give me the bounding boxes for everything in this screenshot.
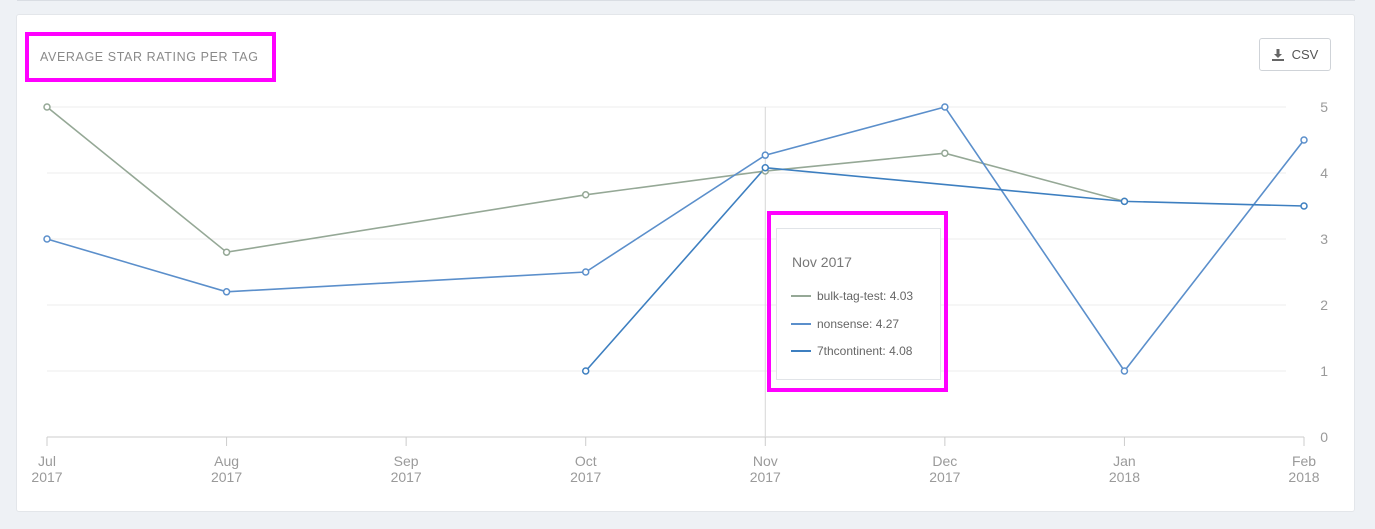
x-tick-label-year: 2017 bbox=[570, 469, 601, 485]
x-tick-label-year: 2017 bbox=[391, 469, 422, 485]
data-point-bulk-tag-test bbox=[581, 191, 590, 199]
tooltip-separator: : bbox=[869, 317, 876, 331]
tooltip-series-name: bulk-tag-test bbox=[817, 289, 884, 303]
x-tick-label-month: Jul bbox=[38, 453, 56, 469]
page-divider bbox=[17, 0, 1355, 1]
x-tick-label-year: 2017 bbox=[31, 469, 62, 485]
data-point-7thcontinent bbox=[761, 163, 770, 172]
tooltip-row-bulk-tag-test: bulk-tag-test : 4.03 bbox=[791, 288, 913, 304]
data-point-bulk-tag-test bbox=[941, 149, 949, 157]
x-tick-label-year: 2017 bbox=[211, 469, 242, 485]
y-tick-label: 1 bbox=[1320, 363, 1328, 379]
y-tick-label: 5 bbox=[1320, 99, 1328, 115]
x-tick-label-month: Jan bbox=[1113, 453, 1136, 469]
data-point-nonsense bbox=[1300, 136, 1308, 144]
tooltip-row-nonsense: nonsense : 4.27 bbox=[791, 316, 899, 332]
tooltip-separator: : bbox=[882, 344, 890, 358]
tooltip-swatch bbox=[791, 295, 811, 297]
chart-card bbox=[16, 14, 1355, 512]
x-tick-label-year: 2017 bbox=[750, 469, 781, 485]
data-point-7thcontinent bbox=[1300, 202, 1308, 210]
csv-download-button[interactable]: CSV bbox=[1259, 38, 1331, 71]
tooltip-series-value: 4.27 bbox=[875, 317, 900, 331]
tooltip-highlight bbox=[767, 211, 948, 392]
y-tick-label: 2 bbox=[1320, 297, 1328, 313]
tooltip-series-value: 4.03 bbox=[889, 289, 914, 303]
title-highlight: AVERAGE STAR RATING PER TAG bbox=[25, 32, 276, 82]
data-point-bulk-tag-test bbox=[222, 248, 231, 256]
y-tick-label: 3 bbox=[1320, 231, 1328, 247]
csv-button-label: CSV bbox=[1291, 47, 1319, 62]
data-point-7thcontinent bbox=[581, 367, 590, 375]
x-tick-label-month: Nov bbox=[753, 453, 778, 469]
x-tick-label-month: Dec bbox=[932, 453, 957, 469]
x-tick-label-year: 2017 bbox=[929, 469, 960, 485]
tooltip-series-name: nonsense bbox=[817, 317, 870, 331]
x-tick-label-year: 2018 bbox=[1109, 469, 1140, 485]
tooltip-title: Nov 2017 bbox=[792, 254, 852, 270]
x-tick-label-month: Sep bbox=[394, 453, 419, 469]
series-line-7thcontinent bbox=[585, 166, 1305, 372]
y-tick-label: 0 bbox=[1320, 429, 1328, 445]
data-point-nonsense bbox=[581, 268, 590, 276]
tooltip-row-7thcontinent: 7thcontinent : 4.08 bbox=[791, 343, 912, 359]
x-tick-label-year: 2018 bbox=[1288, 469, 1319, 485]
data-point-nonsense bbox=[222, 288, 231, 296]
tooltip-swatch bbox=[791, 350, 811, 352]
data-point-bulk-tag-test bbox=[43, 103, 51, 111]
tooltip-swatch bbox=[791, 323, 811, 325]
chart-title: AVERAGE STAR RATING PER TAG bbox=[40, 50, 259, 64]
x-tick-label-month: Oct bbox=[575, 453, 597, 469]
data-point-nonsense bbox=[941, 103, 949, 111]
data-point-nonsense bbox=[1120, 367, 1129, 375]
data-point-nonsense bbox=[43, 235, 51, 243]
series-line-bulk-tag-test bbox=[46, 106, 1125, 254]
chart-tooltip: Nov 2017 bulk-tag-test : 4.03 nonsense :… bbox=[776, 228, 941, 380]
y-tick-label: 4 bbox=[1320, 165, 1328, 181]
x-tick-label-month: Aug bbox=[214, 453, 239, 469]
x-tick-label-month: Feb bbox=[1292, 453, 1316, 469]
tooltip-separator: : bbox=[883, 289, 890, 303]
data-point-nonsense bbox=[761, 151, 770, 159]
data-point-7thcontinent bbox=[1120, 197, 1129, 206]
tooltip-series-value: 4.08 bbox=[889, 344, 913, 358]
tooltip-series-name: 7thcontinent bbox=[817, 344, 883, 358]
download-icon bbox=[1271, 48, 1284, 61]
